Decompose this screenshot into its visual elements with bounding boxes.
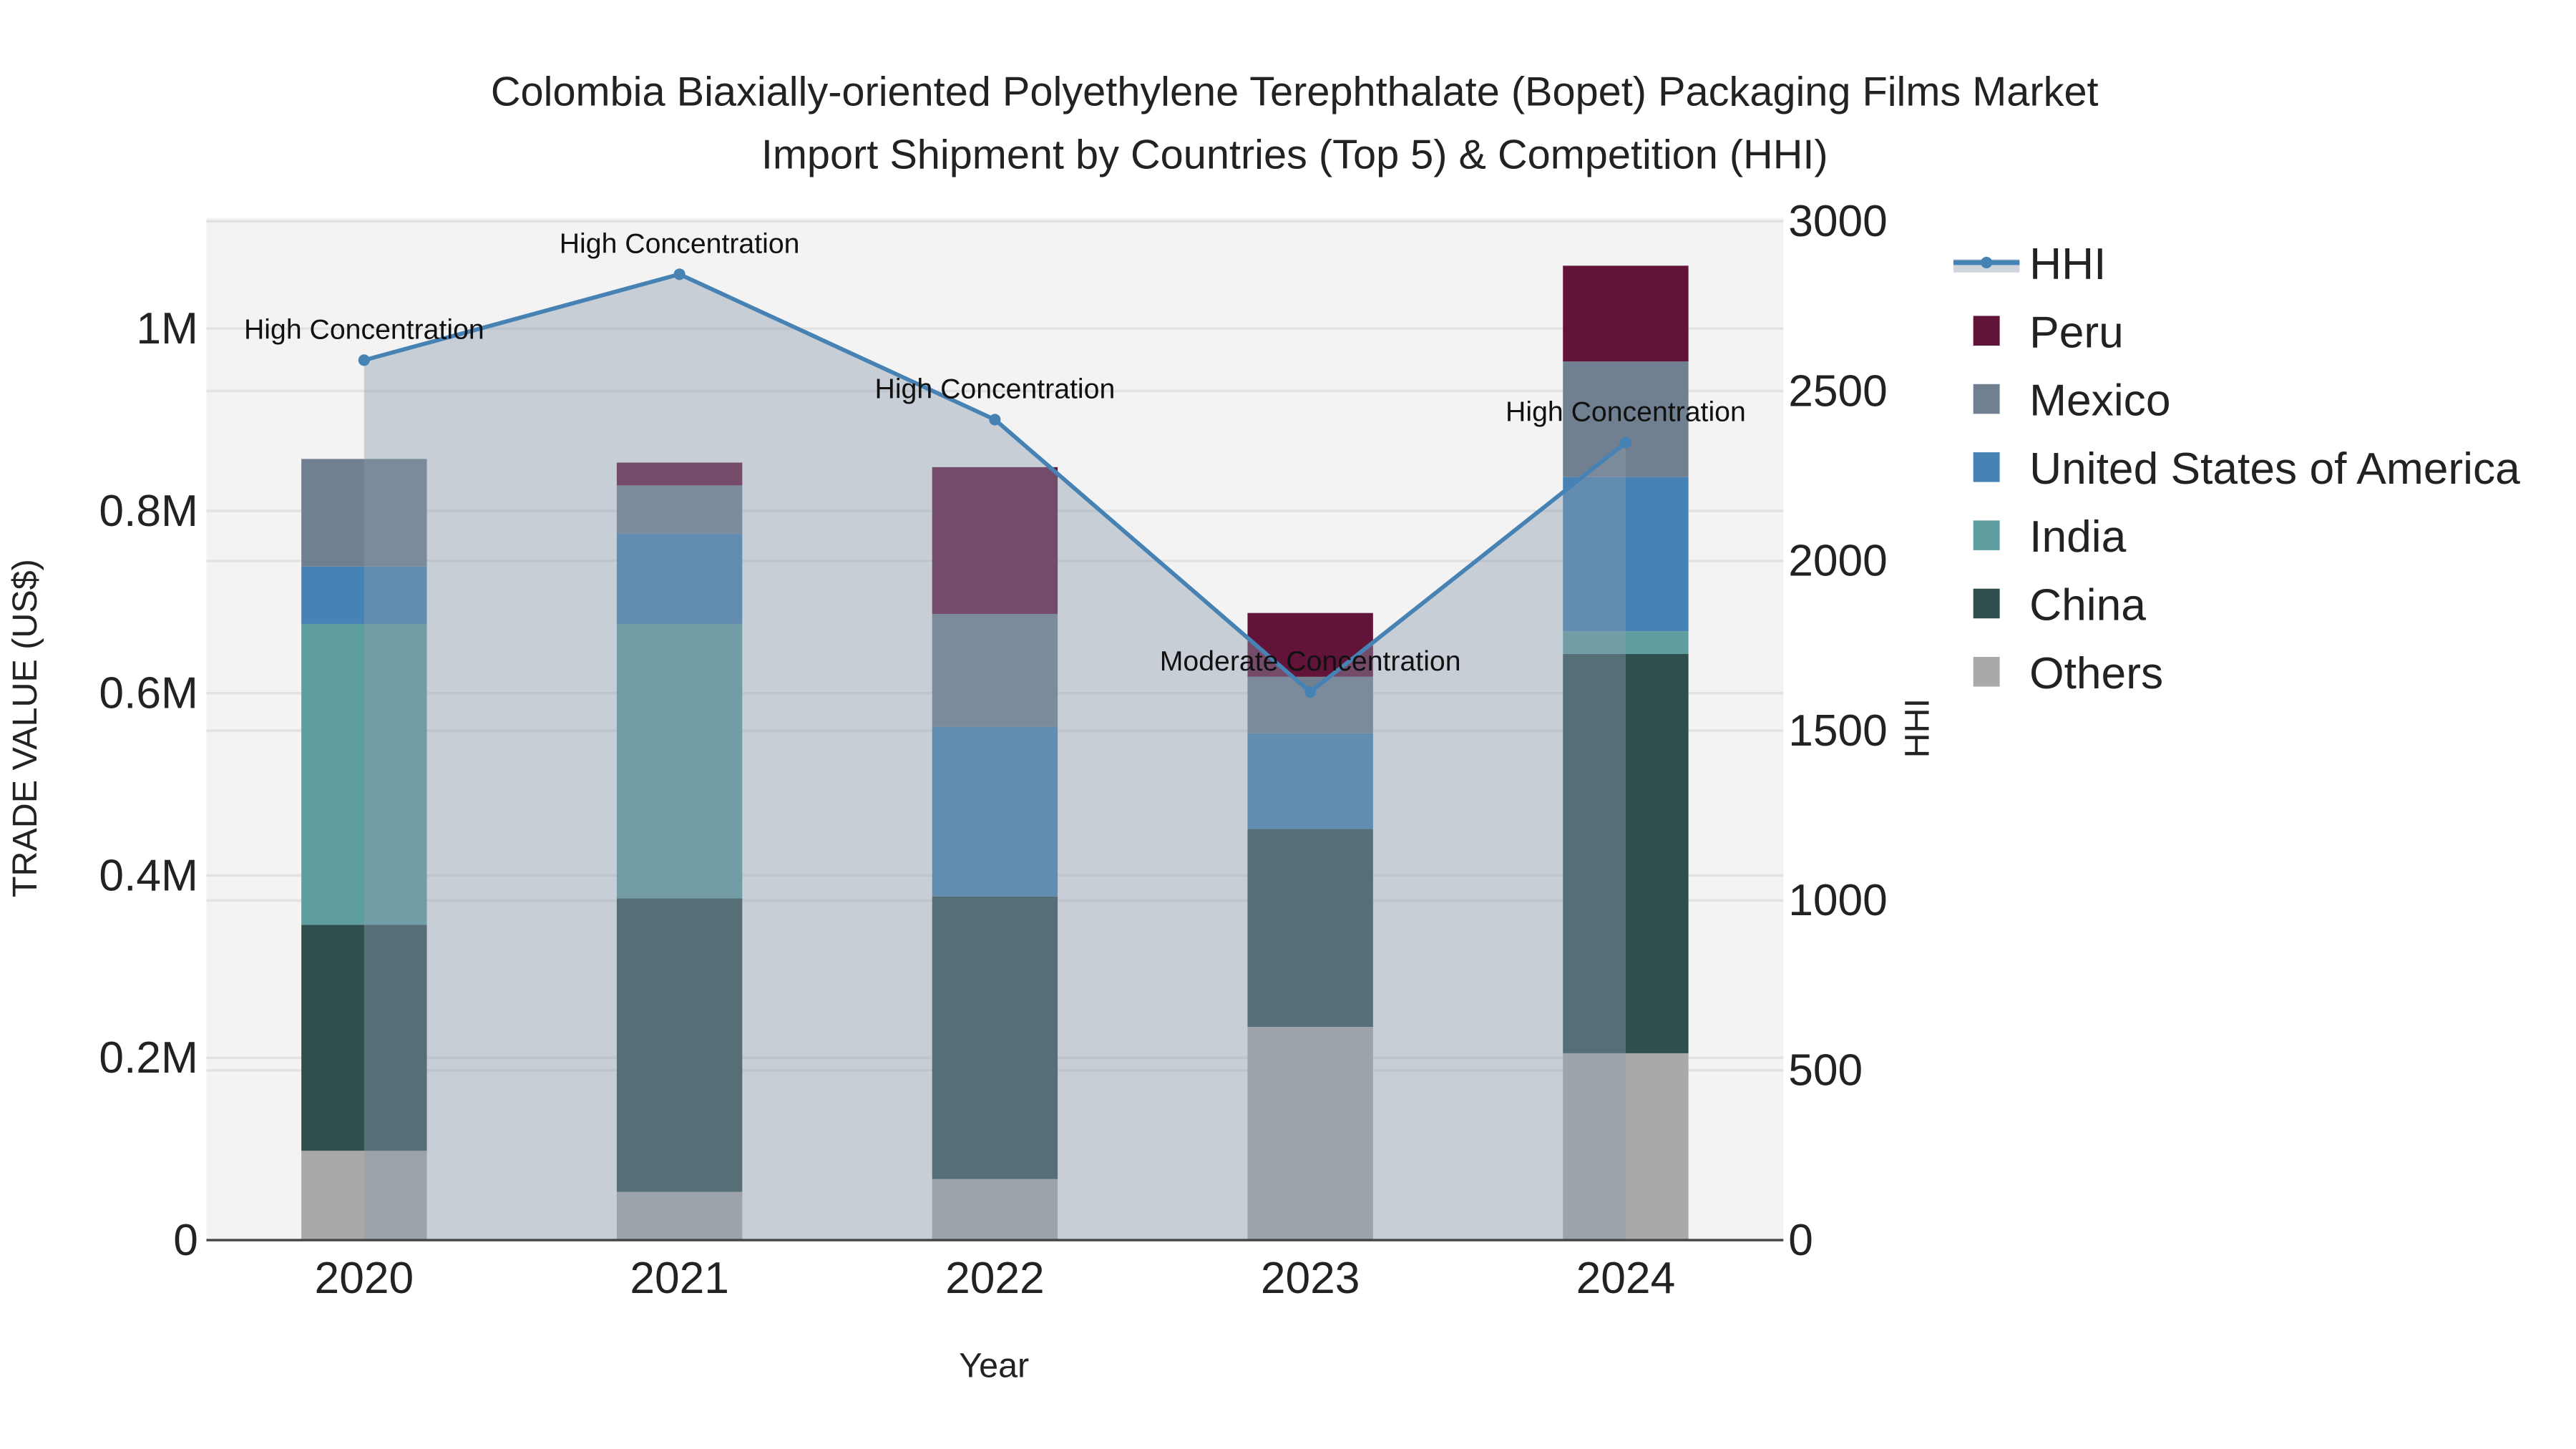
bar-china (1563, 653, 1689, 1053)
legend-label: Mexico (2029, 376, 2170, 426)
y-tick-label: 1M (136, 304, 198, 353)
y2-tick-label: 2000 (1788, 537, 1888, 586)
hhi-point (1619, 436, 1631, 449)
bar-others (932, 1179, 1058, 1241)
hhi-point (989, 414, 1001, 426)
y2-tick-label: 1000 (1788, 876, 1888, 925)
y-tick-label: 0.2M (99, 1033, 198, 1083)
legend-swatch (1973, 384, 2000, 414)
legend-label: India (2029, 512, 2126, 562)
y2-tick-label: 3000 (1788, 197, 1888, 246)
hhi-area (364, 274, 1626, 1241)
x-tick-label: 2021 (630, 1254, 729, 1303)
legend-label: China (2029, 581, 2146, 630)
y2-tick-label: 1500 (1788, 706, 1888, 756)
legend-swatch (1973, 452, 2000, 482)
legend-swatch (1973, 657, 2000, 687)
bar-peru (1247, 613, 1373, 677)
bar-mexico (616, 485, 743, 534)
legend-label: HHI (2029, 240, 2106, 289)
bar-mexico (301, 459, 427, 567)
y2-tick-label: 500 (1788, 1046, 1863, 1096)
legend-hhi-marker-icon (1981, 256, 1993, 268)
x-tick-label: 2023 (1261, 1254, 1360, 1303)
bar-india (301, 623, 427, 925)
bar-peru (616, 462, 743, 486)
legend: HHI Peru Mexico United States of America Ind… (1953, 240, 2520, 698)
legend-swatch (1973, 588, 2000, 619)
bar-united-states-of-america (616, 533, 743, 624)
hhi-annotation: High Concentration (875, 373, 1116, 404)
hhi-point (1304, 686, 1317, 698)
legend-swatch (1973, 520, 2000, 550)
bar-others (301, 1151, 427, 1241)
y2-tick-label: 0 (1788, 1216, 1813, 1265)
bar-mexico (932, 613, 1058, 727)
hhi-annotation: High Concentration (1506, 396, 1746, 428)
hhi-point (673, 268, 686, 280)
chart-title-line2: Import Shipment by Countries (Top 5) & C… (761, 132, 1828, 177)
hhi-point (358, 354, 370, 366)
bar-others (1247, 1026, 1373, 1241)
bar-others (616, 1191, 743, 1241)
hhi-annotation: High Concentration (244, 313, 484, 345)
y-axis-label: TRADE VALUE (US$) (6, 559, 44, 897)
y-tick-label: 0 (173, 1216, 198, 1265)
bar-peru (932, 467, 1058, 614)
y-tick-label: 0.6M (99, 669, 198, 718)
bar-peru (1563, 265, 1689, 362)
legend-swatch (1973, 316, 2000, 346)
bar-united-states-of-america (1563, 477, 1689, 632)
bar-united-states-of-america (932, 726, 1058, 897)
bar-china (616, 898, 743, 1192)
y2-tick-label: 2500 (1788, 366, 1888, 416)
bar-china (1247, 829, 1373, 1027)
hhi-annotation: Moderate Concentration (1160, 645, 1461, 677)
bar-india (1563, 631, 1689, 654)
legend-label: Peru (2029, 308, 2124, 357)
bar-china (932, 896, 1058, 1179)
bar-china (301, 924, 427, 1151)
bar-india (616, 623, 743, 899)
y-tick-label: 0.4M (99, 851, 198, 900)
bar-mexico (1563, 361, 1689, 477)
y2-axis-label: HHI (1898, 698, 1936, 758)
x-tick-label: 2022 (945, 1254, 1045, 1303)
y-tick-label: 0.8M (99, 487, 198, 536)
x-tick-label: 2024 (1576, 1254, 1676, 1303)
chart-title-line1: Colombia Biaxially-oriented Polyethylene… (491, 69, 2099, 115)
x-tick-label: 2020 (315, 1254, 414, 1303)
x-axis-label: Year (959, 1347, 1029, 1385)
hhi-annotation: High Concentration (560, 228, 800, 259)
legend-label: United States of America (2029, 444, 2520, 494)
bar-united-states-of-america (301, 566, 427, 624)
legend-label: Others (2029, 649, 2163, 698)
bar-others (1563, 1053, 1689, 1241)
bar-united-states-of-america (1247, 733, 1373, 829)
